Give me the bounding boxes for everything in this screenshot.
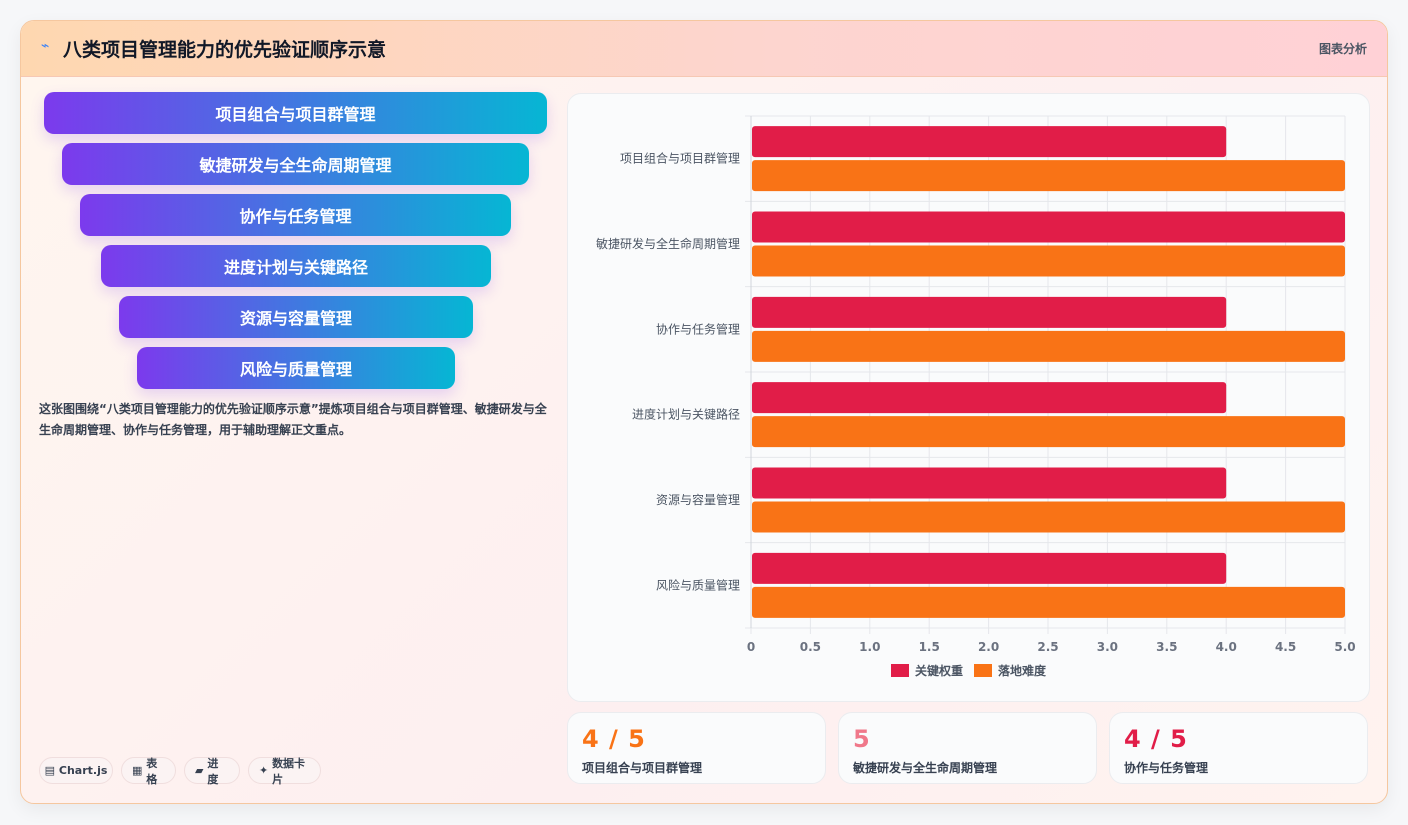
stat-card-1: 4 / 5 项目组合与项目群管理 [567, 712, 826, 784]
y-tick-label: 协作与任务管理 [656, 321, 740, 336]
x-tick-label: 0 [747, 640, 755, 654]
funnel-bar-1: 项目组合与项目群管理 [44, 92, 547, 134]
bar-difficulty [752, 330, 1345, 362]
x-tick-label: 3.0 [1097, 640, 1118, 654]
header-bar: ⌁ 八类项目管理能力的优先验证顺序示意 图表分析 [21, 21, 1387, 77]
y-tick-label: 项目组合与项目群管理 [620, 151, 740, 166]
stat-label: 敏捷研发与全生命周期管理 [853, 761, 998, 775]
stat-card-2: 5 敏捷研发与全生命周期管理 [838, 712, 1097, 784]
funnel-bar-3: 协作与任务管理 [80, 194, 511, 236]
x-tick-label: 1.0 [859, 640, 880, 654]
x-tick-label: 4.0 [1216, 640, 1237, 654]
chip-table[interactable]: ▦ 表格 [121, 756, 176, 786]
chart-description: 这张图围绕“八类项目管理能力的优先验证顺序示意”提炼项目组合与项目群管理、敏捷研… [39, 402, 547, 437]
bar-key-weight [752, 552, 1227, 584]
chart-analysis-tag: 图表分析 [1318, 42, 1367, 56]
stat-label: 协作与任务管理 [1124, 761, 1209, 775]
chip-chartjs[interactable]: ▤ Chart.js [39, 757, 113, 784]
legend-label: 落地难度 [998, 663, 1047, 678]
stat-value: 4 / 5 [1124, 725, 1188, 753]
funnel-bar-2: 敏捷研发与全生命周期管理 [62, 143, 529, 185]
y-tick-label: 敏捷研发与全生命周期管理 [596, 236, 740, 251]
database-icon: ▤ [44, 764, 56, 777]
bar-chart: 0 0.5 1.0 1.5 2.0 2.5 3.0 3.5 4.0 4.5 5.0 项目组合与项目群管… [596, 115, 1356, 678]
stat-value: 4 / 5 [582, 725, 646, 753]
bar-difficulty [752, 416, 1345, 448]
funnel-bar-4: 进度计划与关键路径 [101, 245, 491, 287]
legend-swatch [974, 664, 992, 677]
bar-key-weight [752, 126, 1227, 158]
chart-panel: 0 0.5 1.0 1.5 2.0 2.5 3.0 3.5 4.0 4.5 5.0 项目组合与项目群管… [567, 93, 1370, 702]
legend-swatch [891, 664, 909, 677]
sparkle-icon: ✦ [259, 764, 269, 777]
chart-line-icon: ⌁ [41, 38, 50, 54]
legend-label: 关键权重 [915, 663, 963, 678]
y-tick-label: 资源与容量管理 [656, 492, 740, 507]
stat-label: 项目组合与项目群管理 [582, 761, 703, 775]
stat-value: 5 [853, 725, 871, 753]
funnel-bar-6: 风险与质量管理 [137, 347, 455, 389]
x-tick-label: 4.5 [1275, 640, 1296, 654]
x-tick-label: 3.5 [1156, 640, 1177, 654]
x-tick-label: 0.5 [800, 640, 821, 654]
x-tick-label: 2.0 [978, 640, 999, 654]
bar-difficulty [752, 501, 1345, 533]
y-tick-label: 风险与质量管理 [656, 577, 740, 592]
bar-key-weight [752, 467, 1227, 499]
chip-label: 表格 [146, 756, 158, 786]
y-tick-label: 进度计划与关键路径 [632, 407, 740, 422]
chip-label: 数据卡片 [272, 756, 306, 786]
x-tick-label: 5.0 [1334, 640, 1355, 654]
bar-key-weight [752, 382, 1227, 414]
chip-progress[interactable]: ▰ 进度 [184, 756, 240, 786]
chip-label: Chart.js [58, 764, 108, 777]
funnel-bar-5: 资源与容量管理 [119, 296, 473, 338]
bar-key-weight [752, 296, 1227, 328]
x-tick-label: 1.5 [919, 640, 940, 654]
folder-icon: ▰ [195, 764, 204, 777]
table-icon: ▦ [132, 764, 143, 777]
bar-difficulty [752, 586, 1345, 618]
bar-difficulty [752, 245, 1345, 277]
main-card: ⌁ 八类项目管理能力的优先验证顺序示意 图表分析 项目组合与项目群管理 敏捷研发… [20, 20, 1388, 804]
x-tick-label: 2.5 [1037, 640, 1058, 654]
stat-card-3: 4 / 5 协作与任务管理 [1109, 712, 1368, 784]
chip-label: 进度 [207, 756, 219, 786]
bar-key-weight [752, 211, 1345, 243]
bar-difficulty [752, 160, 1345, 192]
page-title: 八类项目管理能力的优先验证顺序示意 [63, 39, 387, 61]
chip-data-cards[interactable]: ✦ 数据卡片 [248, 756, 321, 786]
